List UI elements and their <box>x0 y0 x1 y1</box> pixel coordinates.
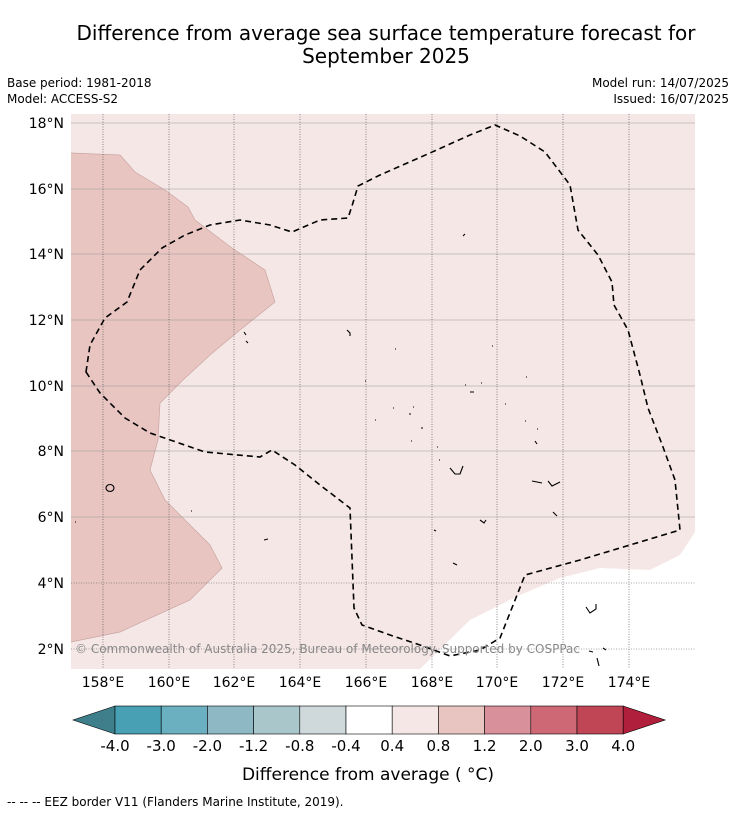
lat-label: 2°N <box>38 642 64 658</box>
colorbar-swatch <box>114 705 162 735</box>
meta-right: Model run: 14/07/2025 Issued: 16/07/2025 <box>592 75 729 107</box>
colorbar-tick-label: -0.4 <box>331 737 360 755</box>
colorbar-tick-label: 0.8 <box>426 737 450 755</box>
lon-labels: 158°E 160°E 162°E 164°E 166°E 168°E 170°… <box>82 675 651 691</box>
lat-gridlines <box>71 122 695 650</box>
model-name: Model: ACCESS-S2 <box>7 92 119 106</box>
chart-title: Difference from average sea surface temp… <box>36 22 736 68</box>
colorbar-swatch <box>484 705 532 735</box>
copyright-notice: © Commonwealth of Australia 2025, Bureau… <box>75 642 580 656</box>
title-line-2: September 2025 <box>302 44 470 68</box>
sst-map: © Commonwealth of Australia 2025, Bureau… <box>29 114 695 691</box>
colorbar-swatch <box>253 705 301 735</box>
warm-anomaly-region <box>71 153 275 642</box>
meta-left: Base period: 1981-2018 Model: ACCESS-S2 <box>7 75 152 107</box>
colorbar-tick-label: 0.4 <box>380 737 404 755</box>
lon-label: 174°E <box>608 675 651 691</box>
lat-label: 4°N <box>38 576 64 592</box>
colorbar-swatch <box>160 705 208 735</box>
lon-label: 168°E <box>411 675 454 691</box>
colorbar-tick-label: -4.0 <box>100 737 129 755</box>
lon-gridlines <box>102 114 630 669</box>
colorbar-tick-label: -3.0 <box>147 737 176 755</box>
colorbar-swatch <box>530 705 578 735</box>
colorbar-label: Difference from average ( °C) <box>242 765 494 785</box>
colorbar-tick-label: 1.2 <box>473 737 497 755</box>
model-run: Model run: 14/07/2025 <box>591 76 729 90</box>
lat-label: 16°N <box>29 182 64 198</box>
lat-label: 14°N <box>29 247 64 263</box>
lon-label: 160°E <box>148 675 191 691</box>
colorbar-tick-label: 4.0 <box>611 737 635 755</box>
lat-label: 8°N <box>38 444 64 460</box>
colorbar-swatch <box>72 705 116 735</box>
lon-label: 166°E <box>345 675 388 691</box>
warm-anomaly-edge <box>70 152 276 643</box>
lon-label: 164°E <box>279 675 322 691</box>
colorbar-swatches <box>72 705 667 735</box>
base-period: Base period: 1981-2018 <box>7 76 152 90</box>
colorbar-tick-label: -2.0 <box>193 737 222 755</box>
title-line-1: Difference from average sea surface temp… <box>76 21 696 45</box>
colorbar-tick-label: 3.0 <box>565 737 589 755</box>
eez-border <box>85 124 681 657</box>
colorbar-swatch <box>438 705 485 735</box>
colorbar-swatch <box>391 705 439 735</box>
islands <box>75 233 607 667</box>
neutral-anomaly-region <box>420 532 695 669</box>
lat-labels: 18°N 16°N 14°N 12°N 10°N 8°N 6°N 4°N 2°N <box>29 116 64 658</box>
lon-label: 158°E <box>82 675 125 691</box>
colorbar-swatch <box>576 705 624 735</box>
eez-legend: -- -- -- EEZ border V11 (Flanders Marine… <box>7 795 344 809</box>
colorbar-swatch <box>345 705 393 735</box>
lon-label: 172°E <box>542 675 585 691</box>
lat-label: 10°N <box>29 379 64 395</box>
lat-label: 12°N <box>29 313 64 329</box>
colorbar-tick-label: -1.2 <box>239 737 268 755</box>
colorbar-swatch <box>299 705 347 735</box>
colorbar-tick-label: 2.0 <box>519 737 543 755</box>
colorbar: -4.0 -3.0 -2.0 -1.2 -0.8 -0.4 0.4 0.8 1.2 2.0 3.0 4… <box>72 705 667 785</box>
colorbar-ticks: -4.0 -3.0 -2.0 -1.2 -0.8 -0.4 0.4 0.8 1.2 2.0 3.0 4… <box>100 737 635 755</box>
lon-label: 162°E <box>213 675 256 691</box>
lat-label: 6°N <box>38 510 64 526</box>
issued-date: Issued: 16/07/2025 <box>613 92 729 106</box>
colorbar-swatch <box>622 705 667 735</box>
colorbar-tick-label: -0.8 <box>285 737 314 755</box>
lat-label: 18°N <box>29 116 64 132</box>
colorbar-swatch <box>207 705 254 735</box>
lon-label: 170°E <box>476 675 519 691</box>
